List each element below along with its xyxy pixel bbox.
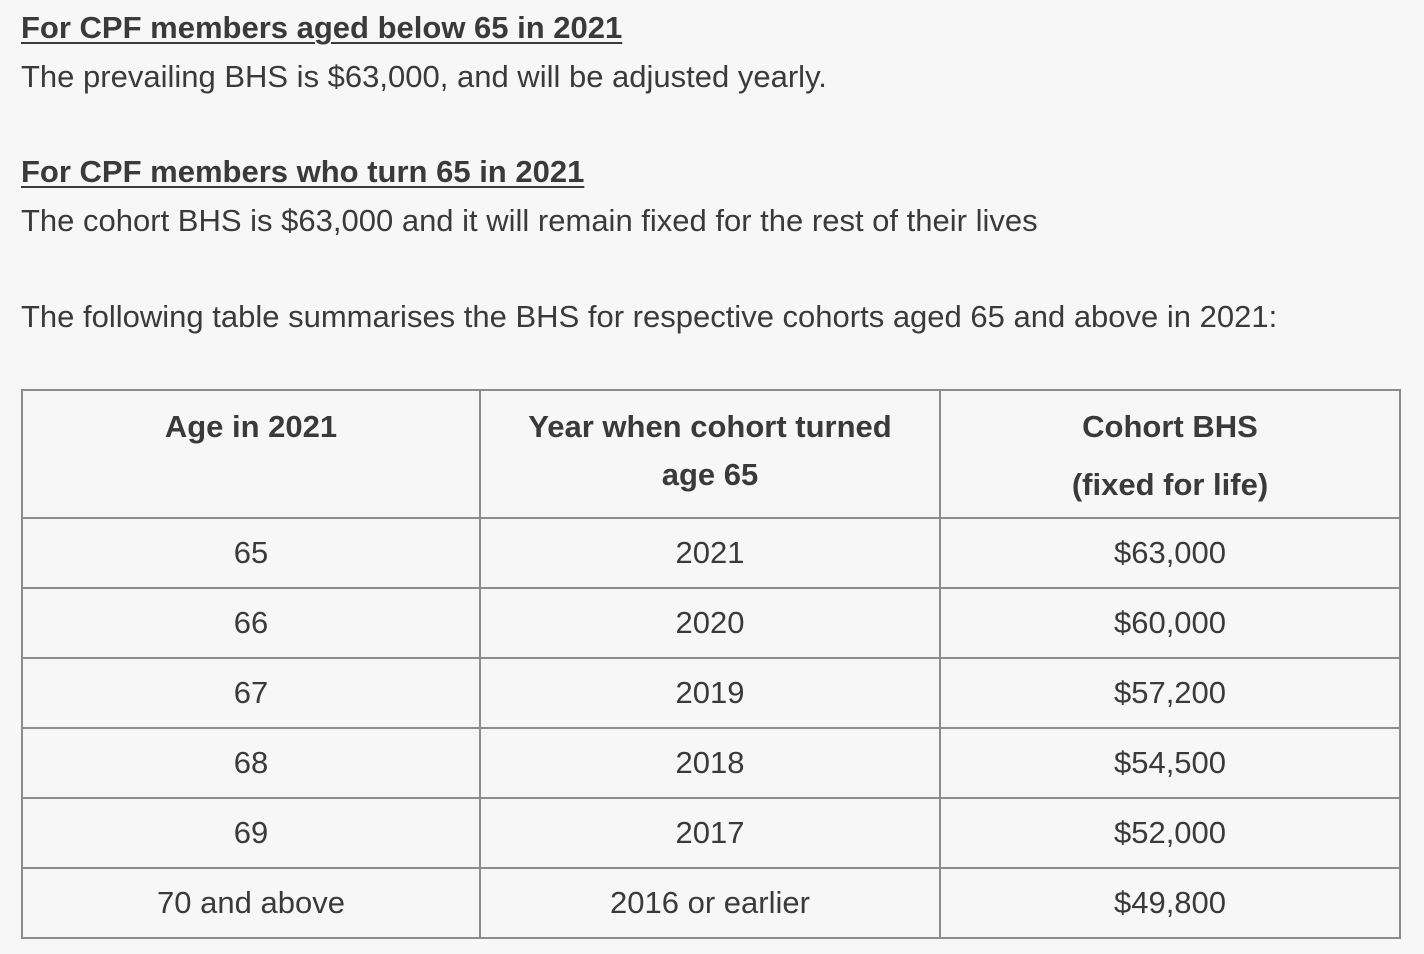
- table-header-row: Age in 2021 Year when cohort turned age …: [21, 389, 1401, 519]
- cell-bhs: $57,200: [939, 657, 1401, 729]
- cell-bhs: $54,500: [939, 727, 1401, 799]
- cell-year: 2018: [479, 727, 941, 799]
- cell-age: 65: [21, 517, 481, 589]
- cell-age: 70 and above: [21, 867, 481, 939]
- header-cohort-bhs: Cohort BHS (fixed for life): [939, 389, 1401, 519]
- cell-year: 2019: [479, 657, 941, 729]
- cell-year: 2020: [479, 587, 941, 659]
- table-row: 66 2020 $60,000: [21, 587, 1401, 659]
- table-row: 69 2017 $52,000: [21, 797, 1401, 869]
- cell-age: 68: [21, 727, 481, 799]
- cell-bhs: $60,000: [939, 587, 1401, 659]
- cell-age: 67: [21, 657, 481, 729]
- cell-year: 2021: [479, 517, 941, 589]
- cell-bhs: $49,800: [939, 867, 1401, 939]
- header-age-in-2021: Age in 2021: [21, 389, 481, 519]
- section-text-below-65: The prevailing BHS is $63,000, and will …: [21, 59, 827, 94]
- bhs-cohort-table: Age in 2021 Year when cohort turned age …: [21, 389, 1401, 939]
- cell-bhs: $52,000: [939, 797, 1401, 869]
- header-label-line2: (fixed for life): [1071, 467, 1269, 502]
- table-intro-text: The following table summarises the BHS f…: [21, 299, 1278, 334]
- cell-age: 69: [21, 797, 481, 869]
- section-heading-turn-65: For CPF members who turn 65 in 2021: [21, 154, 585, 189]
- cell-year: 2016 or earlier: [479, 867, 941, 939]
- table-row: 70 and above 2016 or earlier $49,800: [21, 867, 1401, 939]
- table-row: 67 2019 $57,200: [21, 657, 1401, 729]
- table-row: 65 2021 $63,000: [21, 517, 1401, 589]
- header-label: Age in 2021: [164, 409, 338, 444]
- header-label: Year when cohort turned: [528, 409, 892, 444]
- cell-bhs: $63,000: [939, 517, 1401, 589]
- header-label-line2: age 65: [661, 457, 759, 492]
- table-row: 68 2018 $54,500: [21, 727, 1401, 799]
- cell-year: 2017: [479, 797, 941, 869]
- header-label: Cohort BHS: [1082, 409, 1258, 444]
- cell-age: 66: [21, 587, 481, 659]
- section-heading-below-65: For CPF members aged below 65 in 2021: [21, 10, 623, 45]
- section-text-turn-65: The cohort BHS is $63,000 and it will re…: [21, 203, 1038, 238]
- header-year-turned-65: Year when cohort turned age 65: [479, 389, 941, 519]
